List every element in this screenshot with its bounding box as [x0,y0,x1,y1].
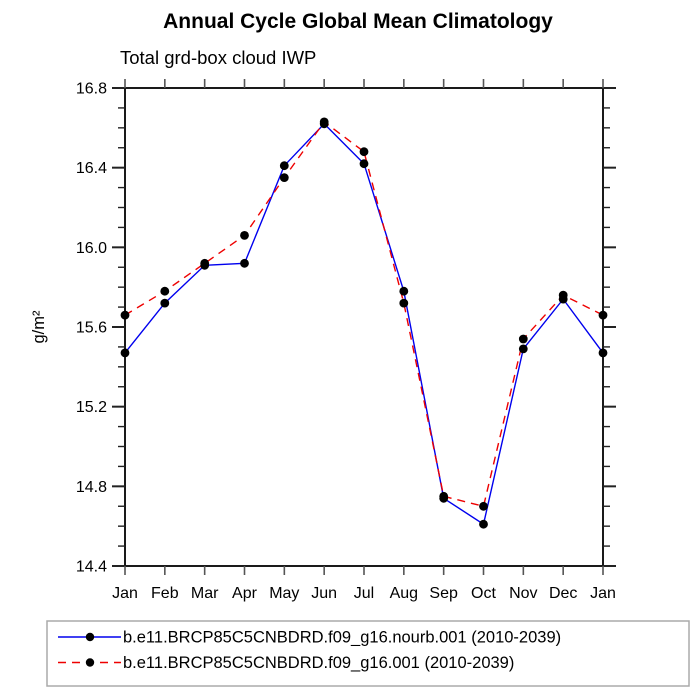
y-tick-label: 16.8 [76,81,107,98]
data-point-marker [279,173,289,183]
y-tick-label: 16.4 [76,160,107,177]
x-tick-label: Oct [471,585,496,602]
y-tick-label: 16.0 [76,240,107,257]
y-tick-label: 14.8 [76,479,107,496]
data-point-marker [518,344,528,354]
y-tick-label: 15.2 [76,399,107,416]
legend-sample-marker [85,658,95,667]
series-line-nourb [124,122,604,526]
x-tick-label: May [269,585,299,602]
data-series [120,117,608,529]
legend-sample-marker [85,632,95,642]
y-axis-label: g/m² [30,310,48,344]
data-point-marker [319,117,329,127]
x-tick-label: Jan [112,585,138,602]
legend-box: b.e11.BRCP85C5CNBDRD.f09_g16.nourb.001 (… [46,620,690,687]
data-point-marker [399,286,409,296]
x-tick-label: Sep [429,585,458,602]
data-point-marker [279,161,289,171]
chart-subtitle: Total grd-box cloud IWP [120,47,316,68]
data-point-marker [479,501,488,511]
chart-title: Annual Cycle Global Mean Climatology [163,10,553,33]
data-point-marker [160,286,170,296]
x-tick-label: Apr [232,585,258,602]
data-point-marker [399,298,409,308]
legend-frame [46,620,690,687]
x-tick-label: Jul [354,585,374,602]
data-point-marker [359,159,369,169]
x-tick-label: Jun [311,585,337,602]
data-point-marker [200,258,210,268]
data-point-marker [359,147,369,157]
data-point-marker [558,290,568,300]
x-tick-label: Jan [590,585,616,602]
data-point-marker [439,491,449,501]
data-point-marker [598,310,608,320]
data-point-marker [120,348,130,358]
x-tick-label: Dec [549,585,577,602]
data-point-marker [160,298,170,308]
data-point-marker [598,348,608,358]
data-point-marker [240,231,249,240]
x-tick-label: Aug [390,585,418,602]
legend-label: b.e11.BRCP85C5CNBDRD.f09_g16.nourb.001 (… [123,629,561,647]
axes-frame: 14.4 14.8 15.2 15.6 16.0 16.4 16.8 Jan Feb Mar Apr… [76,79,616,602]
data-point-marker [240,258,249,268]
data-point-marker [479,519,488,529]
x-tick-label: Feb [151,585,179,602]
x-tick-label: Nov [509,585,537,602]
series-line-urb [124,120,604,508]
y-tick-label: 15.6 [76,320,107,337]
legend-label: b.e11.BRCP85C5CNBDRD.f09_g16.001 (2010-2… [123,654,514,672]
data-point-marker [120,310,130,320]
data-point-marker [518,334,528,344]
x-tick-label: Mar [191,585,219,602]
y-tick-label: 14.4 [76,559,107,576]
